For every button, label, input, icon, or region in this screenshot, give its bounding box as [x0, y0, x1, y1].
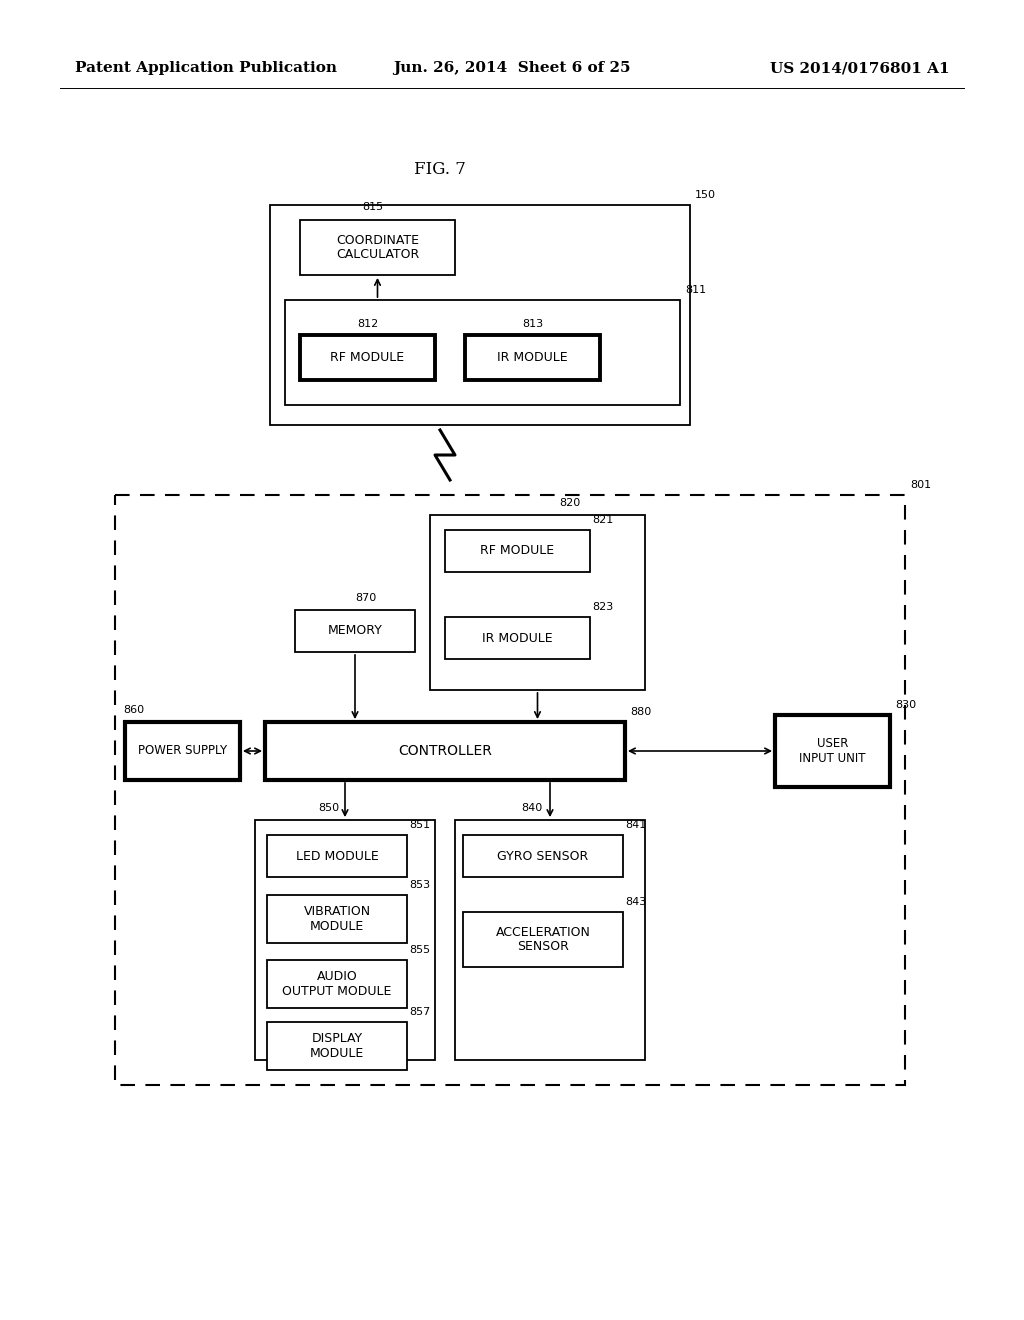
Text: 150: 150: [695, 190, 716, 201]
Bar: [455, 820, 645, 1060]
Text: MEMORY: MEMORY: [328, 624, 382, 638]
Text: 815: 815: [362, 202, 384, 213]
Text: VIBRATION
MODULE: VIBRATION MODULE: [303, 906, 371, 933]
Text: 860: 860: [123, 705, 144, 715]
Text: 823: 823: [592, 602, 613, 612]
Text: CONTROLLER: CONTROLLER: [398, 744, 492, 758]
Text: 853: 853: [409, 880, 430, 890]
Text: ACCELERATION
SENSOR: ACCELERATION SENSOR: [496, 925, 591, 953]
Text: 801: 801: [910, 480, 931, 490]
Bar: [300, 220, 455, 275]
Bar: [775, 715, 890, 787]
Bar: [270, 205, 690, 425]
Bar: [267, 895, 407, 942]
Text: 880: 880: [630, 708, 651, 717]
Bar: [125, 722, 240, 780]
Text: 857: 857: [409, 1007, 430, 1016]
Text: 841: 841: [625, 820, 646, 830]
Bar: [267, 1022, 407, 1071]
Text: IR MODULE: IR MODULE: [498, 351, 568, 364]
Text: 840: 840: [521, 803, 543, 813]
Bar: [267, 960, 407, 1008]
Bar: [267, 836, 407, 876]
Text: 821: 821: [592, 515, 613, 525]
Bar: [285, 300, 680, 405]
Text: US 2014/0176801 A1: US 2014/0176801 A1: [770, 61, 950, 75]
Text: USER
INPUT UNIT: USER INPUT UNIT: [800, 737, 865, 766]
Text: 843: 843: [625, 898, 646, 907]
Bar: [115, 495, 905, 1085]
Text: LED MODULE: LED MODULE: [296, 850, 379, 862]
Text: 850: 850: [318, 803, 339, 813]
Text: DISPLAY
MODULE: DISPLAY MODULE: [310, 1032, 365, 1060]
Bar: [463, 836, 623, 876]
Bar: [265, 722, 625, 780]
Bar: [445, 531, 590, 572]
Bar: [445, 616, 590, 659]
Bar: [463, 912, 623, 968]
Text: POWER SUPPLY: POWER SUPPLY: [138, 744, 227, 758]
Text: AUDIO
OUTPUT MODULE: AUDIO OUTPUT MODULE: [283, 970, 392, 998]
Text: Patent Application Publication: Patent Application Publication: [75, 61, 337, 75]
Text: RF MODULE: RF MODULE: [480, 544, 555, 557]
Text: GYRO SENSOR: GYRO SENSOR: [498, 850, 589, 862]
Text: Jun. 26, 2014  Sheet 6 of 25: Jun. 26, 2014 Sheet 6 of 25: [393, 61, 631, 75]
Text: 851: 851: [409, 820, 430, 830]
Bar: [465, 335, 600, 380]
Text: 820: 820: [559, 498, 581, 508]
Bar: [300, 335, 435, 380]
Text: 812: 812: [357, 319, 379, 329]
Bar: [255, 820, 435, 1060]
Text: RF MODULE: RF MODULE: [331, 351, 404, 364]
Text: FIG. 7: FIG. 7: [414, 161, 466, 178]
Text: 813: 813: [522, 319, 544, 329]
Bar: [295, 610, 415, 652]
Text: 811: 811: [685, 285, 707, 294]
Text: 830: 830: [895, 700, 916, 710]
Bar: [430, 515, 645, 690]
Text: 870: 870: [355, 593, 376, 603]
Text: COORDINATE
CALCULATOR: COORDINATE CALCULATOR: [336, 234, 419, 261]
Text: IR MODULE: IR MODULE: [482, 631, 553, 644]
Text: 855: 855: [409, 945, 430, 954]
